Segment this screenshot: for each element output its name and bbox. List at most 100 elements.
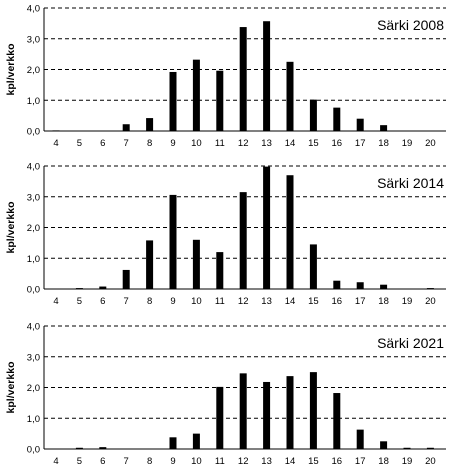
- y-tick-label: 1,0: [27, 96, 40, 107]
- x-tick-label: 11: [215, 296, 225, 307]
- bar-8: [146, 118, 154, 131]
- x-tick-label: 14: [285, 296, 296, 307]
- bar-5: [75, 288, 83, 289]
- x-tick-label: 4: [53, 296, 58, 307]
- bar-19: [403, 447, 411, 449]
- x-tick-label: 12: [238, 456, 249, 467]
- bar-7: [122, 269, 130, 289]
- bar-13: [263, 21, 271, 131]
- y-tick-label: 1,0: [27, 414, 40, 425]
- x-tick-label: 12: [238, 296, 249, 307]
- bar-12: [239, 27, 247, 131]
- x-tick-label: 14: [285, 138, 296, 149]
- x-tick-label: 16: [332, 456, 343, 467]
- x-tick-label: 9: [170, 296, 175, 307]
- x-tick-label: 7: [124, 138, 129, 149]
- bar-16: [333, 107, 341, 131]
- x-tick-label: 7: [124, 456, 129, 467]
- bar-15: [309, 244, 317, 289]
- x-tick-label: 17: [355, 138, 366, 149]
- y-tick-label: 3,0: [27, 34, 40, 45]
- x-tick-label: 20: [425, 296, 436, 307]
- x-tick-label: 16: [332, 138, 343, 149]
- x-tick-label: 9: [170, 456, 175, 467]
- bar-6: [99, 286, 107, 289]
- y-tick-label: 2,0: [27, 383, 40, 394]
- y-tick-label: 0,0: [27, 445, 40, 456]
- bar-11: [216, 252, 224, 289]
- y-tick-label: 3,0: [27, 352, 40, 363]
- x-tick-label: 6: [100, 296, 105, 307]
- chart-panel-2021: Särki 2021 kpl/verkko 0,0 1,0 2,0 3,0 4,0 4 5 6…: [5, 322, 446, 467]
- bar-15: [309, 99, 317, 131]
- y-tick-label: 4,0: [27, 162, 40, 173]
- bar-20: [426, 288, 434, 289]
- y-tick-label: 1,0: [27, 254, 40, 265]
- x-tick-label: 5: [77, 138, 82, 149]
- bar-17: [356, 118, 364, 131]
- y-tick-label: 2,0: [27, 65, 40, 76]
- x-tick-label: 13: [261, 138, 272, 149]
- x-tick-label: 8: [147, 296, 152, 307]
- x-tick-label: 14: [285, 456, 296, 467]
- y-tick-label: 0,0: [27, 285, 40, 296]
- x-tick-label: 18: [378, 296, 389, 307]
- x-tick-label: 6: [100, 456, 105, 467]
- x-tick-label: 4: [53, 456, 58, 467]
- bar-17: [356, 282, 364, 289]
- y-axis-label: kpl/verkko: [5, 44, 17, 96]
- bar-10: [192, 433, 200, 449]
- bar-9: [169, 437, 177, 449]
- bar-15: [309, 372, 317, 449]
- bar-18: [380, 125, 388, 131]
- bar-16: [333, 393, 341, 449]
- x-tick-label: 12: [238, 138, 249, 149]
- x-tick-label: 10: [191, 456, 202, 467]
- bar-9: [169, 71, 177, 131]
- x-tick-label: 18: [378, 456, 389, 467]
- chart-title: Särki 2008: [377, 17, 444, 33]
- x-tick-label: 5: [77, 296, 82, 307]
- x-tick-label: 15: [308, 138, 319, 149]
- y-tick-label: 4,0: [27, 4, 40, 15]
- chart-title: Särki 2014: [377, 175, 444, 191]
- bar-13: [263, 166, 271, 289]
- x-tick-label: 19: [402, 296, 413, 307]
- x-tick-label: 8: [147, 456, 152, 467]
- bar-11: [216, 70, 224, 131]
- x-tick-label: 19: [402, 138, 413, 149]
- x-tick-label: 20: [425, 456, 436, 467]
- bar-18: [380, 441, 388, 449]
- bar-20: [426, 447, 434, 449]
- x-tick-label: 15: [308, 456, 319, 467]
- x-tick-label: 13: [261, 456, 272, 467]
- bar-10: [192, 59, 200, 131]
- bar-18: [380, 284, 388, 289]
- x-tick-label: 8: [147, 138, 152, 149]
- bar-6: [99, 447, 107, 449]
- bar-17: [356, 429, 364, 449]
- bar-14: [286, 175, 294, 289]
- x-tick-label: 17: [355, 456, 366, 467]
- x-tick-label: 10: [191, 296, 202, 307]
- x-tick-label: 13: [261, 296, 272, 307]
- chart-panel-2008: Särki 2008 kpl/verkko 0,0 1,0 2,0 3,0 4,0 4 5 6…: [5, 4, 446, 149]
- bar-14: [286, 61, 294, 131]
- x-tick-label: 6: [100, 138, 105, 149]
- x-tick-label: 5: [77, 456, 82, 467]
- bar-12: [239, 373, 247, 449]
- chart-panel-2014: Särki 2014 kpl/verkko 0,0 1,0 2,0 3,0 4,0 4 5 6…: [5, 162, 446, 307]
- x-tick-label: 19: [402, 456, 413, 467]
- bar-14: [286, 376, 294, 449]
- x-tick-label: 10: [191, 138, 202, 149]
- x-tick-label: 16: [332, 296, 343, 307]
- bar-16: [333, 280, 341, 289]
- bar-8: [146, 240, 154, 289]
- x-tick-label: 9: [170, 138, 175, 149]
- bar-13: [263, 381, 271, 449]
- bar-5: [75, 447, 83, 449]
- bar-12: [239, 192, 247, 289]
- x-tick-label: 11: [215, 456, 225, 467]
- bar-10: [192, 239, 200, 289]
